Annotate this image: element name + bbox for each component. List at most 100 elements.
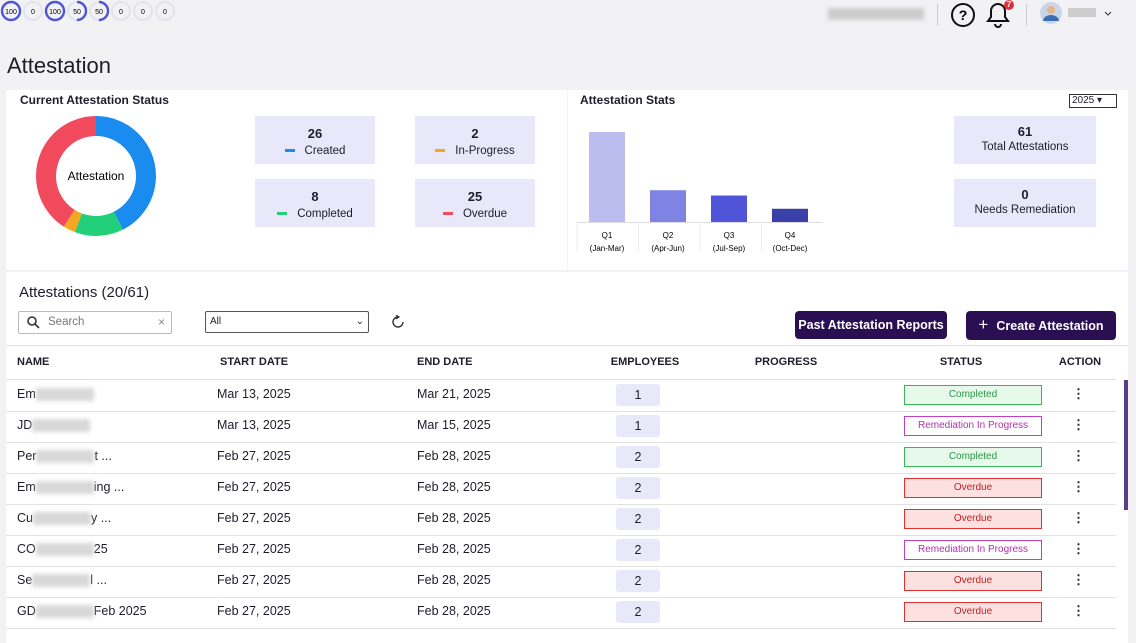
bar bbox=[711, 195, 747, 222]
x-tick-label: Q1 bbox=[602, 231, 613, 240]
donut-segment bbox=[63, 209, 82, 233]
action-menu[interactable]: ⋮ bbox=[1072, 603, 1085, 618]
status-badge: Overdue bbox=[904, 602, 1042, 622]
user-org bbox=[828, 8, 924, 20]
status-badge: Remediation In Progress bbox=[904, 540, 1042, 560]
action-menu[interactable]: ⋮ bbox=[1072, 386, 1085, 401]
ring-track bbox=[111, 1, 131, 21]
label: Created bbox=[304, 145, 346, 157]
x-tick-sublabel: (Apr-Jun) bbox=[651, 244, 685, 253]
name-end: y ... bbox=[90, 511, 112, 525]
start-date: Feb 27, 2025 bbox=[217, 542, 291, 556]
name-end: Feb 2025 bbox=[93, 604, 147, 618]
progress-ring: 100 bbox=[0, 0, 22, 22]
column-header: ACTION bbox=[1058, 356, 1102, 368]
name-start: Em bbox=[17, 387, 36, 401]
row-divider bbox=[6, 473, 1116, 474]
year: 2025 bbox=[1072, 95, 1095, 106]
name-start: Per bbox=[17, 449, 37, 463]
progress-ring: 0 bbox=[132, 0, 154, 22]
name-cell: Em ing ... bbox=[17, 480, 124, 495]
ring-progress bbox=[0, 0, 22, 22]
notification-icon[interactable] bbox=[983, 0, 1017, 28]
ring-track bbox=[133, 1, 153, 21]
bar bbox=[772, 208, 808, 222]
search-box[interactable]: Search × bbox=[18, 311, 172, 334]
x-tick-sublabel: (Oct-Dec) bbox=[773, 244, 808, 253]
end-date: Feb 28, 2025 bbox=[417, 480, 491, 494]
row-divider bbox=[6, 597, 1116, 598]
legend-dot bbox=[277, 212, 288, 216]
donut-segment bbox=[74, 211, 123, 236]
scrollbar[interactable] bbox=[1124, 380, 1128, 510]
row-divider bbox=[6, 628, 1116, 629]
ring-progress bbox=[44, 0, 66, 22]
name-redacted bbox=[35, 388, 94, 402]
card-label: Needs Remediation bbox=[974, 204, 1076, 216]
start-date: Feb 27, 2025 bbox=[217, 511, 291, 525]
create-label: Create Attestation bbox=[996, 319, 1104, 333]
donut-segment bbox=[35, 116, 96, 227]
help-icon[interactable]: ? bbox=[950, 2, 976, 28]
status-badge: Overdue bbox=[904, 571, 1042, 591]
column-header: PROGRESS bbox=[754, 356, 818, 368]
start-date: Feb 27, 2025 bbox=[217, 604, 291, 618]
legend-dot bbox=[284, 149, 295, 153]
name-cell: Se l ... bbox=[17, 573, 107, 588]
year-select[interactable]: 2025 ▾ bbox=[1069, 94, 1117, 108]
action-menu[interactable]: ⋮ bbox=[1072, 541, 1085, 556]
action-menu[interactable]: ⋮ bbox=[1072, 417, 1085, 432]
employees: 2 bbox=[616, 539, 660, 561]
card-label: Total Attestations bbox=[981, 141, 1069, 153]
notification-count: 7 bbox=[1006, 0, 1012, 9]
progress-label: 50 bbox=[95, 9, 103, 16]
action-menu[interactable]: ⋮ bbox=[1072, 572, 1085, 587]
past-reports-button[interactable]: Past Attestation Reports bbox=[795, 311, 947, 339]
panel-title: Current Attestation Status bbox=[20, 93, 169, 107]
name-start: GD bbox=[17, 604, 36, 618]
name-end: t ... bbox=[94, 449, 112, 463]
progress-label: 0 bbox=[141, 9, 145, 16]
card-value: 2 bbox=[471, 126, 479, 141]
refresh-icon[interactable] bbox=[391, 315, 405, 329]
card-label: Overdue bbox=[415, 208, 535, 220]
employees: 2 bbox=[616, 477, 660, 499]
bar-chart: Q1 (Jan-Mar) Q2 (Apr-Jun) Q3 (Jul-Sep) Q4 (Oct-… bbox=[576, 132, 823, 253]
filter-select[interactable]: All ⌄ bbox=[205, 311, 369, 333]
employees: 2 bbox=[616, 601, 660, 623]
end-date: Feb 28, 2025 bbox=[417, 449, 491, 463]
action-menu[interactable]: ⋮ bbox=[1072, 479, 1085, 494]
status-badge: Overdue bbox=[904, 509, 1042, 529]
start-date: Feb 27, 2025 bbox=[217, 480, 291, 494]
donut-chart: Attestation bbox=[35, 116, 157, 236]
employees: 1 bbox=[616, 384, 660, 406]
end-date: Mar 21, 2025 bbox=[417, 387, 491, 401]
clear-icon[interactable]: × bbox=[158, 315, 166, 329]
name-end: l ... bbox=[90, 573, 107, 587]
name-start: Em bbox=[17, 480, 36, 494]
card-value: 25 bbox=[467, 189, 483, 204]
name-start: Se bbox=[17, 573, 33, 587]
x-tick-label: Q4 bbox=[785, 231, 796, 240]
progress-ring: 0 bbox=[154, 0, 176, 22]
progress-label: 0 bbox=[31, 9, 35, 16]
name-cell: Em bbox=[17, 387, 94, 402]
progress-label: 50 bbox=[73, 9, 81, 16]
progress-ring: 50 bbox=[88, 0, 110, 22]
name-cell: Cu y ... bbox=[17, 511, 112, 526]
action-menu[interactable]: ⋮ bbox=[1072, 448, 1085, 463]
label: In-Progress bbox=[455, 145, 515, 157]
create-button[interactable]: + Create Attestation bbox=[966, 311, 1116, 340]
name-cell: Per t ... bbox=[17, 449, 112, 464]
status-card: 25 Overdue bbox=[415, 179, 535, 227]
table: NAME START DATE END DATE EMPLOYEES PROGRESS S… bbox=[0, 0, 1136, 629]
employees: 2 bbox=[616, 508, 660, 530]
name-start: Cu bbox=[17, 511, 33, 525]
user-menu[interactable] bbox=[1040, 2, 1115, 26]
action-menu[interactable]: ⋮ bbox=[1072, 510, 1085, 525]
employees: 2 bbox=[616, 446, 660, 468]
x-tick-label: Q3 bbox=[724, 231, 735, 240]
name-cell: JD bbox=[17, 418, 91, 433]
status-badge: Completed bbox=[904, 385, 1042, 405]
